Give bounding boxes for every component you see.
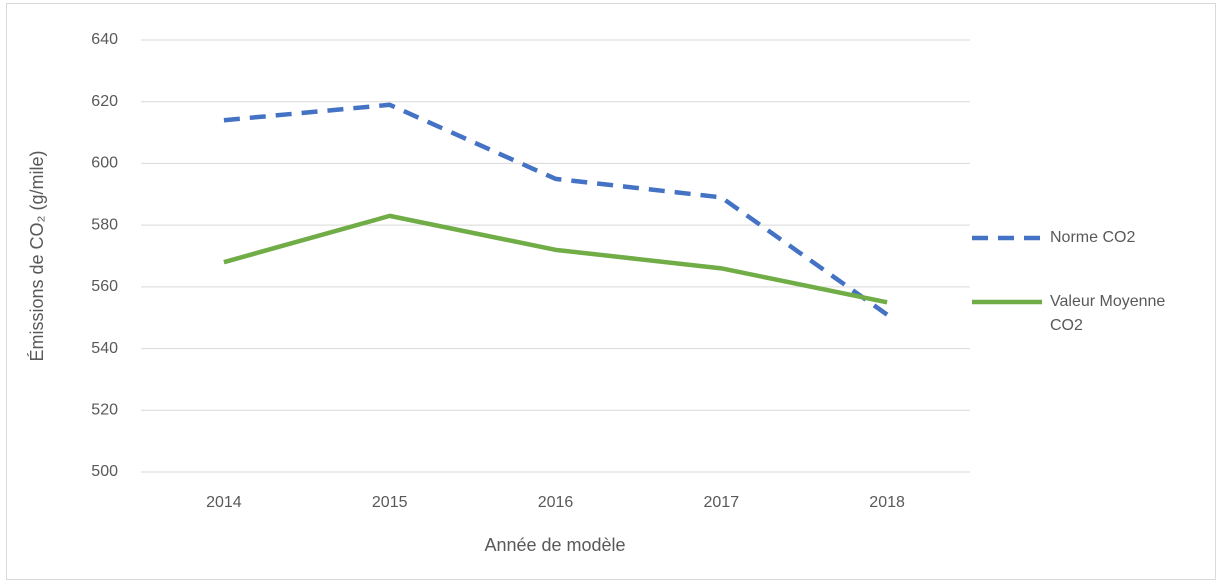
x-tick-label: 2017 [704,494,740,511]
x-axis-label: Année de modèle [484,535,625,555]
y-tick-label: 620 [91,93,118,110]
chart-border [6,3,1216,580]
line-series [223,213,888,305]
y-tick-label: 640 [91,31,118,48]
line-series [223,102,889,317]
legend-label: Valeur Moyenne CO2 [1050,293,1166,334]
x-tick-label: 2014 [206,494,242,511]
x-tick-label: 2015 [372,494,408,511]
y-tick-label: 540 [91,340,118,357]
y-tick-label: 500 [91,463,118,480]
x-tick-label: 2016 [538,494,574,511]
y-tick-label: 560 [91,278,118,295]
y-tick-label: 600 [91,155,118,172]
y-tick-label: 580 [91,216,118,233]
y-axis-label: Émissions de CO₂ (g/mile) [27,150,47,361]
x-tick-label: 2018 [869,494,905,511]
legend-label: Norme CO2 [1050,229,1136,246]
y-tick-label: 520 [91,402,118,419]
